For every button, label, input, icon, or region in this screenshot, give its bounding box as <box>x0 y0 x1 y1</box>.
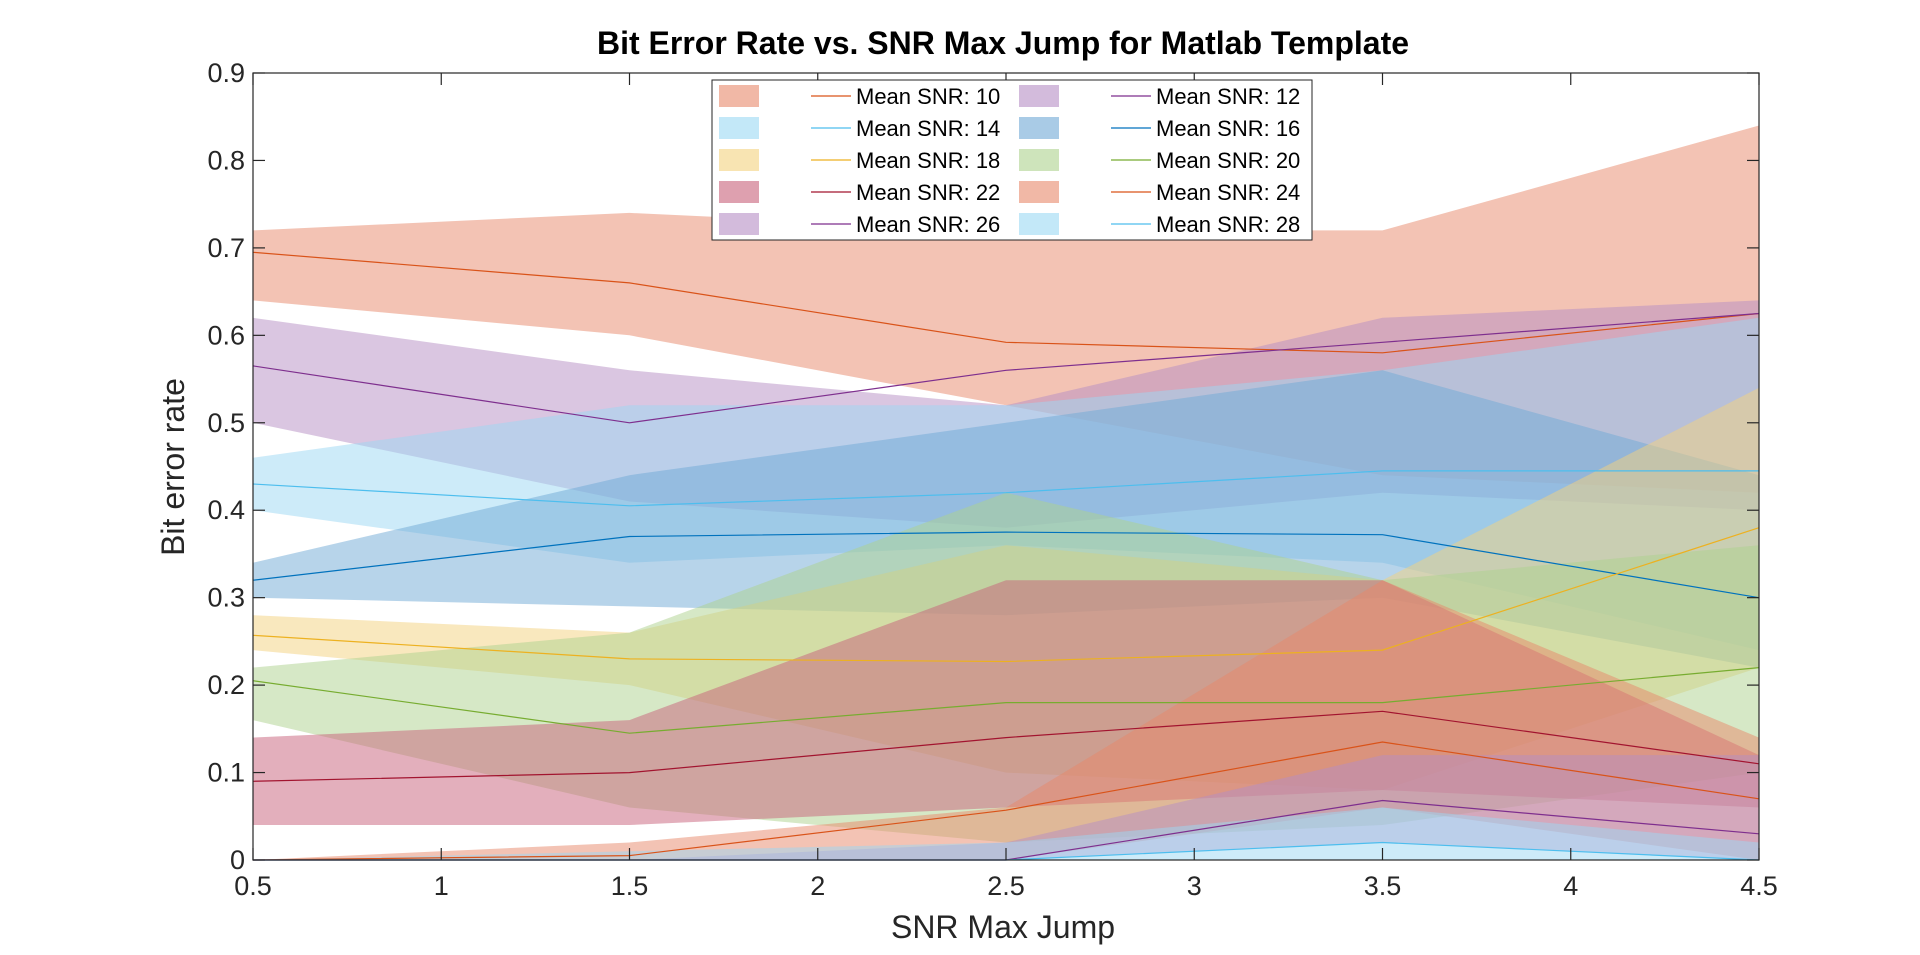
y-axis-label: Bit error rate <box>155 378 191 556</box>
legend-entry-label: Mean SNR: 12 <box>1156 84 1300 109</box>
legend-swatch-band <box>719 149 759 171</box>
legend-entry-label: Mean SNR: 28 <box>1156 212 1300 237</box>
legend-entry-label: Mean SNR: 16 <box>1156 116 1300 141</box>
line-series-5 <box>252 527 1760 663</box>
legend-entry-label: Mean SNR: 24 <box>1156 180 1300 205</box>
legend-entry-label: Mean SNR: 10 <box>856 84 1000 109</box>
y-tick-label: 0 <box>230 845 245 875</box>
line-series-4 <box>252 531 1760 599</box>
y-tick-label: 0.5 <box>207 408 245 438</box>
line-series-1 <box>252 251 1760 354</box>
x-tick-label: 0.5 <box>234 871 272 901</box>
legend-swatch-band <box>1019 149 1059 171</box>
line-series-7 <box>252 710 1760 782</box>
x-tick-label: 1 <box>434 871 449 901</box>
legend-swatch-band <box>1019 117 1059 139</box>
legend-swatch-band <box>719 181 759 203</box>
legend-entry-label: Mean SNR: 18 <box>856 148 1000 173</box>
x-tick-label: 4.5 <box>1740 871 1778 901</box>
legend-swatch-band <box>719 213 759 235</box>
x-tick-label: 3.5 <box>1364 871 1402 901</box>
y-tick-label: 0.1 <box>207 758 245 788</box>
x-tick-label: 3 <box>1187 871 1202 901</box>
x-tick-label: 1.5 <box>611 871 649 901</box>
y-tick-label: 0.4 <box>207 495 245 525</box>
legend-entry-label: Mean SNR: 20 <box>1156 148 1300 173</box>
line-series-8 <box>252 741 1760 861</box>
legend-entry-label: Mean SNR: 14 <box>856 116 1000 141</box>
legend-swatch-band <box>719 85 759 107</box>
x-axis-label: SNR Max Jump <box>891 909 1115 945</box>
y-tick-label: 0.6 <box>207 320 245 350</box>
y-tick-label: 0.3 <box>207 583 245 613</box>
y-tick-label: 0.7 <box>207 233 245 263</box>
line-series-2 <box>252 312 1760 424</box>
x-axis-ticks: 0.5 1 1.5 2 2.5 3 3.5 4 4.5 <box>234 73 1778 901</box>
y-tick-label: 0.8 <box>207 145 245 175</box>
y-axis-ticks: 0 0.1 0.2 0.3 0.4 0.5 0.6 0.7 0.8 0.9 <box>207 58 1759 875</box>
line-series-6 <box>252 667 1760 734</box>
legend-swatch-band <box>1019 181 1059 203</box>
y-tick-label: 0.2 <box>207 670 245 700</box>
x-tick-label: 2.5 <box>987 871 1025 901</box>
x-tick-label: 2 <box>810 871 825 901</box>
legend-swatch-band <box>719 117 759 139</box>
line-series-3 <box>252 470 1759 507</box>
legend: Mean SNR: 10 Mean SNR: 12 Mean SNR: 14 Mean… <box>711 79 1313 241</box>
x-tick-label: 4 <box>1563 871 1578 901</box>
band-series-10 <box>253 807 1759 860</box>
legend-swatch-band <box>1019 213 1059 235</box>
legend-entry-label: Mean SNR: 26 <box>856 212 1000 237</box>
legend-entry-label: Mean SNR: 22 <box>856 180 1000 205</box>
chart-title: Bit Error Rate vs. SNR Max Jump for Matl… <box>597 25 1409 61</box>
legend-swatch-band <box>1019 85 1059 107</box>
y-tick-label: 0.9 <box>207 58 245 88</box>
